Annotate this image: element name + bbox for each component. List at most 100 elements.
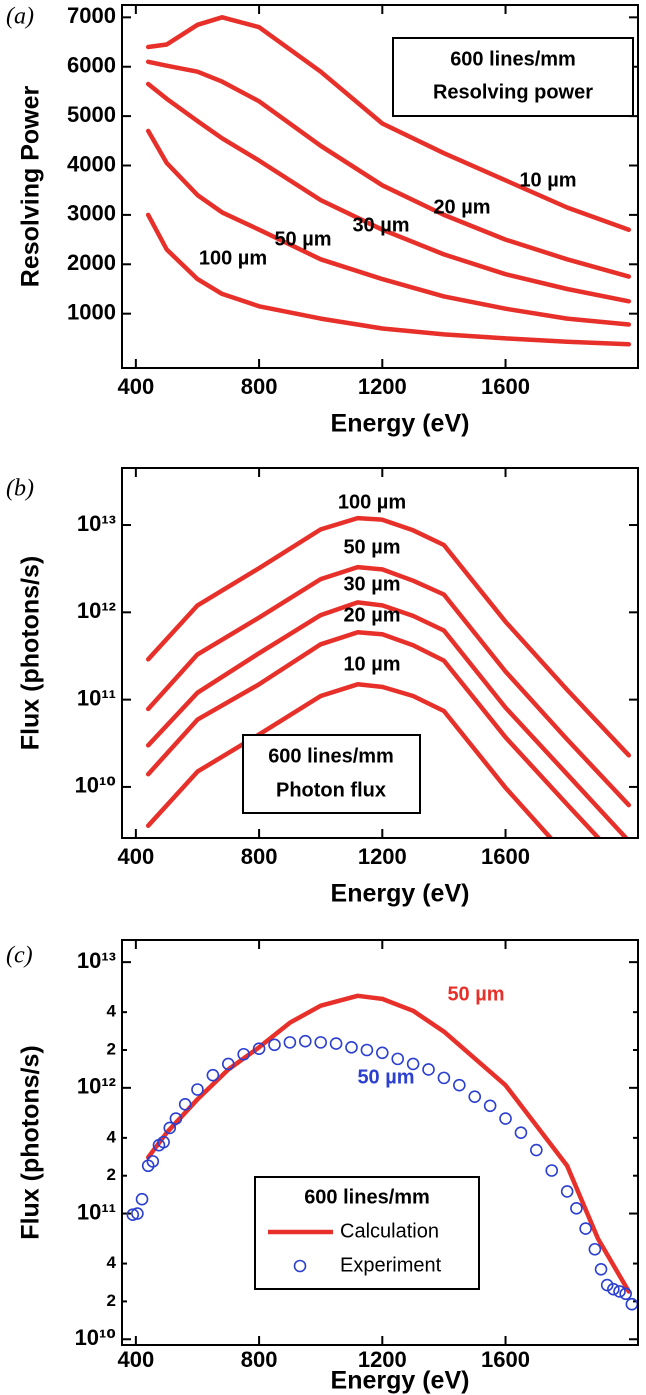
x-tick-label: 1600	[481, 374, 530, 399]
series-label: 30 µm	[343, 573, 400, 595]
series-line	[145, 515, 632, 758]
x-tick-label: 1200	[358, 374, 407, 399]
y-tick-label: 4	[107, 1002, 117, 1021]
y-tick-label: 4000	[67, 151, 116, 176]
y-tick-label: 10¹²	[77, 1074, 116, 1099]
data-point	[613, 1285, 626, 1298]
series-label: 20 µm	[343, 604, 400, 626]
data-point	[437, 1071, 451, 1085]
series-label: 10 µm	[343, 653, 400, 675]
y-tick-label: 10¹³	[77, 948, 116, 973]
plot-area	[145, 515, 632, 838]
annotation-box	[242, 734, 421, 814]
annotation-text: Photon flux	[276, 779, 386, 801]
series-line	[145, 128, 632, 327]
annotation-text: 600 lines/mm	[450, 48, 576, 70]
series-line	[145, 59, 632, 279]
data-point	[560, 1185, 574, 1198]
series-label: 20 µm	[433, 196, 490, 218]
y-tick-label: 6000	[67, 53, 116, 78]
y-tick-label: 2	[107, 1039, 116, 1058]
y-axis-label: Flux (photons/s)	[17, 1045, 45, 1239]
data-point	[530, 1143, 543, 1157]
data-point	[206, 1068, 220, 1082]
y-tick-label: 7000	[67, 3, 116, 28]
annotation-text: 600 lines/mm	[268, 745, 394, 767]
plot-area	[126, 993, 638, 1311]
data-point	[619, 1287, 632, 1301]
y-tick-label: 3000	[67, 201, 116, 226]
data-point	[237, 1047, 250, 1061]
data-point	[135, 1192, 149, 1206]
curve-label: 50 µm	[447, 983, 504, 1005]
series-line	[145, 993, 632, 1294]
data-point	[252, 1042, 266, 1055]
y-tick-label: 1000	[67, 299, 116, 324]
data-point	[579, 1222, 592, 1235]
data-point	[191, 1083, 204, 1096]
legend-symbol	[293, 1259, 307, 1273]
data-point	[570, 1202, 583, 1215]
data-point	[268, 1038, 281, 1052]
data-point	[594, 1263, 608, 1276]
data-point	[126, 1208, 140, 1221]
curve-label: 50 µm	[357, 1066, 414, 1088]
legend-label: Calculation	[340, 1220, 439, 1242]
series-label: 10 µm	[519, 169, 576, 191]
y-tick-label: 4	[107, 1253, 117, 1272]
series-label: 50 µm	[343, 536, 400, 558]
x-tick-label: 1600	[481, 1347, 530, 1372]
x-tick-label: 400	[118, 844, 155, 869]
x-tick-label: 1200	[358, 844, 407, 869]
data-point	[360, 1043, 374, 1057]
annotation-text: Resolving power	[433, 81, 593, 103]
x-tick-label: 400	[118, 1347, 155, 1372]
data-point	[146, 1155, 160, 1168]
annotation-box	[392, 37, 634, 117]
data-point	[314, 1036, 327, 1049]
y-tick-label: 2	[107, 1165, 116, 1184]
data-point	[545, 1164, 559, 1177]
data-point	[607, 1282, 620, 1296]
plot-frame	[121, 4, 639, 369]
x-tick-label: 800	[241, 374, 278, 399]
series-label: 100 µm	[338, 491, 406, 513]
plot-frame	[121, 939, 639, 1346]
y-axis-label: Flux (photons/s)	[17, 556, 45, 750]
x-tick-label: 800	[241, 1347, 278, 1372]
series-line	[145, 630, 602, 838]
data-point	[453, 1078, 466, 1092]
y-tick-label: 5000	[67, 102, 116, 127]
y-tick-label: 10¹²	[77, 598, 116, 623]
data-point	[178, 1097, 192, 1111]
data-point	[514, 1126, 528, 1139]
data-point	[406, 1057, 420, 1071]
data-point	[588, 1242, 602, 1256]
y-tick-label: 2	[107, 1291, 116, 1310]
series-line	[145, 600, 630, 838]
data-point	[163, 1121, 177, 1135]
series-line	[145, 81, 632, 304]
data-point	[221, 1057, 235, 1071]
y-tick-label: 10¹¹	[77, 1199, 116, 1224]
x-axis-label: Energy (eV)	[331, 410, 470, 438]
series-line	[145, 15, 632, 232]
legend-title: 600 lines/mm	[304, 1186, 430, 1208]
x-tick-label: 800	[241, 844, 278, 869]
y-tick-label: 10¹¹	[77, 685, 116, 710]
data-point	[345, 1041, 358, 1054]
data-point	[499, 1112, 512, 1125]
legend-label: Experiment	[340, 1254, 442, 1276]
plot-area	[145, 15, 632, 347]
series-line	[145, 564, 632, 808]
plot-frame	[121, 467, 639, 839]
data-point	[625, 1297, 638, 1311]
panel-label: (a)	[6, 4, 34, 30]
x-axis-label: Energy (eV)	[331, 880, 470, 908]
data-point	[157, 1135, 170, 1149]
series-line	[145, 682, 554, 838]
y-tick-label: 2000	[67, 250, 116, 275]
series-line	[145, 212, 632, 347]
data-point	[468, 1090, 482, 1104]
data-point	[131, 1207, 144, 1220]
